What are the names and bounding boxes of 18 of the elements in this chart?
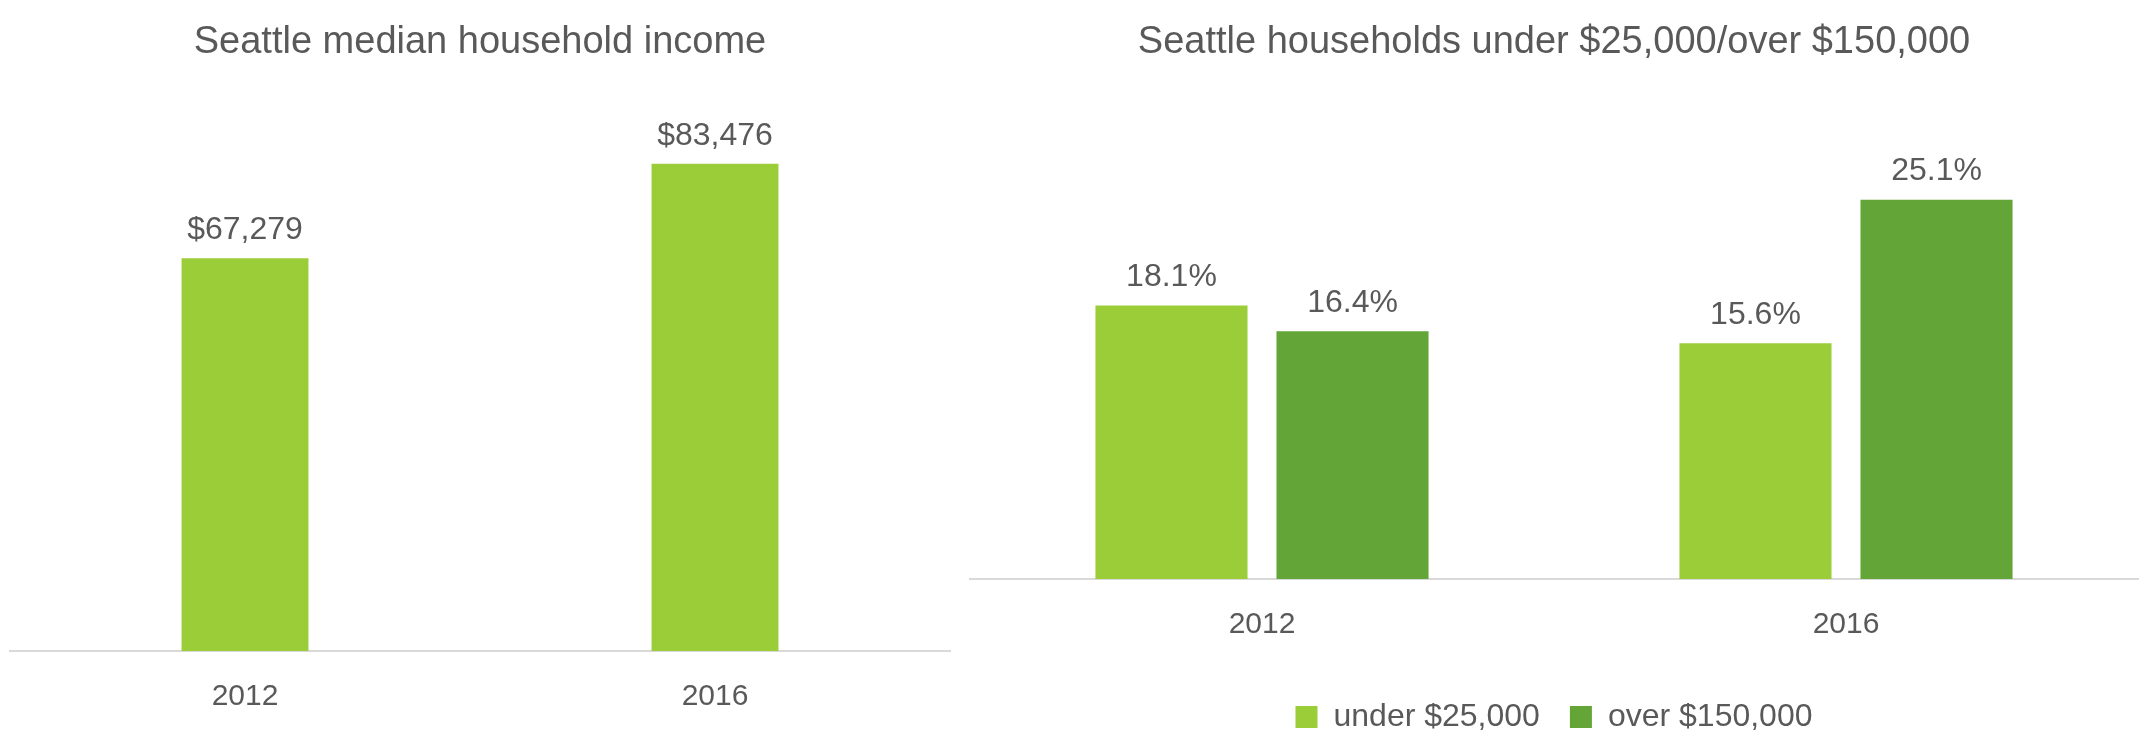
x-tick-label: 2012 bbox=[1228, 606, 1296, 640]
bar bbox=[1860, 199, 2013, 579]
legend-label: over $150,000 bbox=[1607, 696, 1813, 733]
data-label: $67,279 bbox=[187, 210, 303, 247]
legend-label: under $25,000 bbox=[1333, 696, 1540, 733]
bar bbox=[1276, 331, 1429, 579]
data-label: 18.1% bbox=[1126, 257, 1217, 294]
data-label: 25.1% bbox=[1891, 151, 1982, 188]
x-tick-label: 2012 bbox=[211, 678, 279, 712]
data-label: 16.4% bbox=[1307, 282, 1398, 319]
chart-title: Seattle median household income bbox=[193, 19, 767, 62]
bar bbox=[1679, 343, 1832, 579]
data-label: $83,476 bbox=[657, 115, 773, 152]
x-tick-label: 2016 bbox=[681, 678, 749, 712]
data-label: 15.6% bbox=[1710, 295, 1801, 332]
bar bbox=[1095, 305, 1248, 579]
chart-title: Seattle households under $25,000/over $150,000 bbox=[1137, 19, 1971, 62]
x-tick-label: 2016 bbox=[1812, 606, 1880, 640]
